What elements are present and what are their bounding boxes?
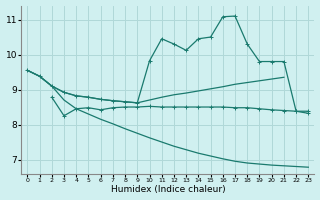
X-axis label: Humidex (Indice chaleur): Humidex (Indice chaleur) <box>110 185 225 194</box>
